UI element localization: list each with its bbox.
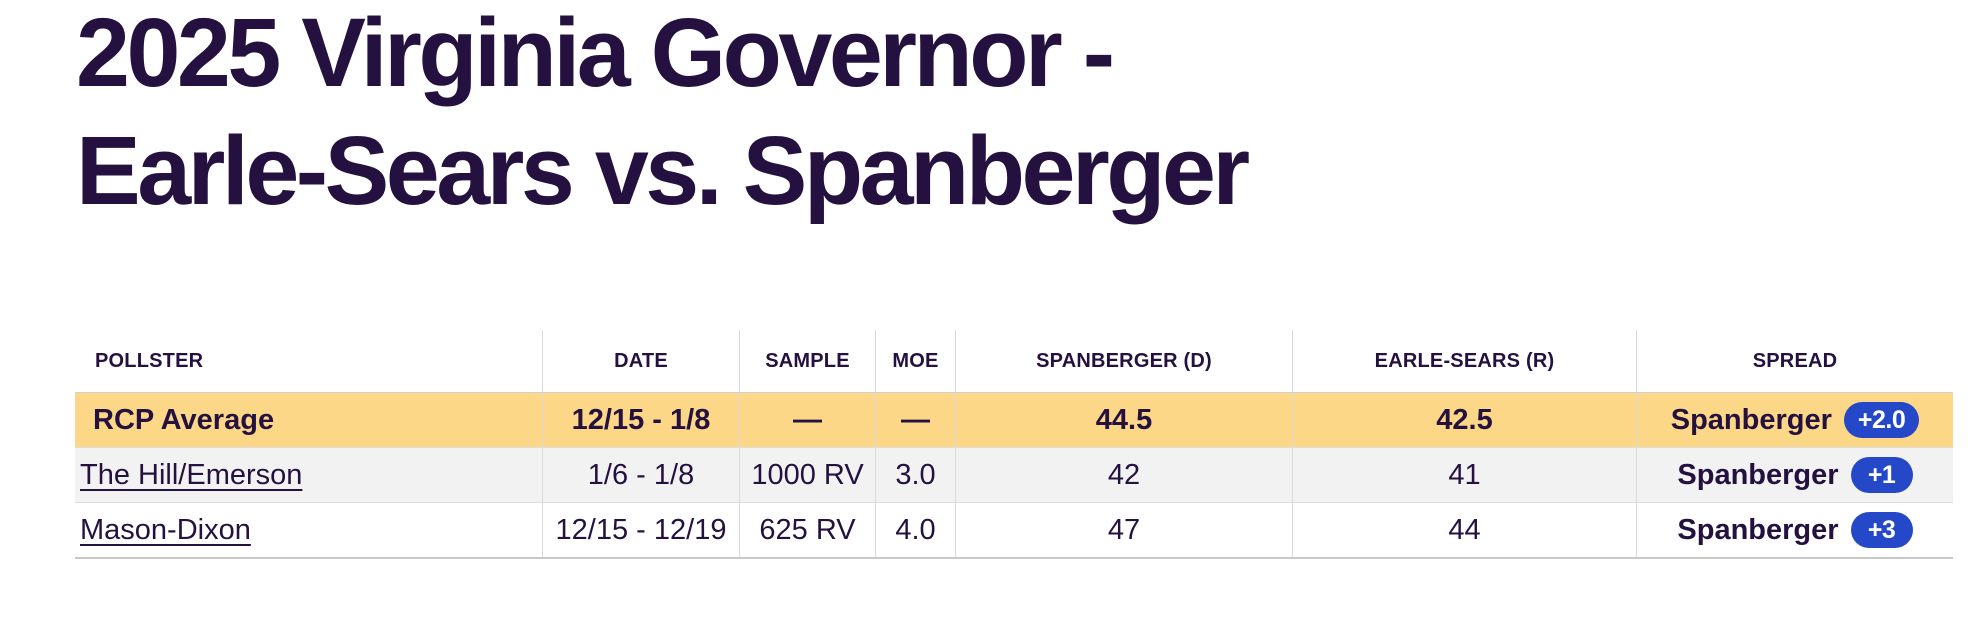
earle-sears-value: 41: [1293, 448, 1637, 502]
column-header-moe: MOE: [876, 330, 956, 392]
column-header-spanberger: SPANBERGER (D): [956, 330, 1293, 392]
pollster-link[interactable]: The Hill/Emerson: [80, 458, 303, 491]
spread-margin-badge: +2.0: [1843, 402, 1920, 438]
spread-cell: Spanberger +3: [1637, 503, 1953, 557]
table-row-hill-emerson: The Hill/Emerson 1/6 - 1/8 1000 RV 3.0 4…: [75, 448, 1953, 503]
spread-leader: Spanberger: [1670, 403, 1832, 436]
earle-sears-value: 44: [1293, 503, 1637, 557]
spanberger-value: 44.5: [956, 393, 1293, 447]
spread-margin-badge: +3: [1850, 512, 1913, 548]
spread-cell: Spanberger +1: [1637, 448, 1953, 502]
pollster-name: RCP Average: [75, 393, 543, 447]
poll-sample: 625 RV: [740, 503, 876, 557]
earle-sears-value: 42.5: [1293, 393, 1637, 447]
page-title-line1: 2025 Virginia Governor -: [76, 0, 1115, 107]
pollster-cell: The Hill/Emerson: [75, 448, 543, 502]
column-header-spread: SPREAD: [1752, 349, 1838, 372]
spanberger-value: 42: [956, 448, 1293, 502]
poll-moe: 3.0: [876, 448, 956, 502]
poll-moe: —: [876, 393, 956, 447]
page-title: 2025 Virginia Governor - Earle-Sears vs.…: [76, 0, 1250, 230]
poll-sample: —: [740, 393, 876, 447]
spread-leader: Spanberger: [1677, 458, 1839, 491]
column-header-pollster: POLLSTER: [75, 330, 543, 392]
poll-moe: 4.0: [876, 503, 956, 557]
table-header-row: POLLSTER DATE SAMPLE MOE SPANBERGER (D) …: [75, 330, 1953, 393]
spread-margin-badge: +1: [1850, 457, 1913, 493]
poll-sample: 1000 RV: [740, 448, 876, 502]
spread-leader: Spanberger: [1677, 513, 1839, 546]
column-header-date: DATE: [543, 330, 740, 392]
column-header-earle-sears: EARLE-SEARS (R): [1293, 330, 1637, 392]
pollster-link[interactable]: Mason-Dixon: [80, 513, 251, 546]
poll-date: 12/15 - 1/8: [543, 393, 740, 447]
pollster-cell: Mason-Dixon: [75, 503, 543, 557]
column-header-sample: SAMPLE: [740, 330, 876, 392]
spanberger-value: 47: [956, 503, 1293, 557]
poll-date: 12/15 - 12/19: [543, 503, 740, 557]
poll-date: 1/6 - 1/8: [543, 448, 740, 502]
polls-table: POLLSTER DATE SAMPLE MOE SPANBERGER (D) …: [75, 330, 1953, 559]
table-row-rcp-average: RCP Average 12/15 - 1/8 — — 44.5 42.5 Sp…: [75, 393, 1953, 448]
table-row-mason-dixon: Mason-Dixon 12/15 - 12/19 625 RV 4.0 47 …: [75, 503, 1953, 559]
page-title-line2: Earle-Sears vs. Spanberger: [76, 116, 1250, 225]
spread-cell: Spanberger +2.0: [1637, 393, 1953, 447]
